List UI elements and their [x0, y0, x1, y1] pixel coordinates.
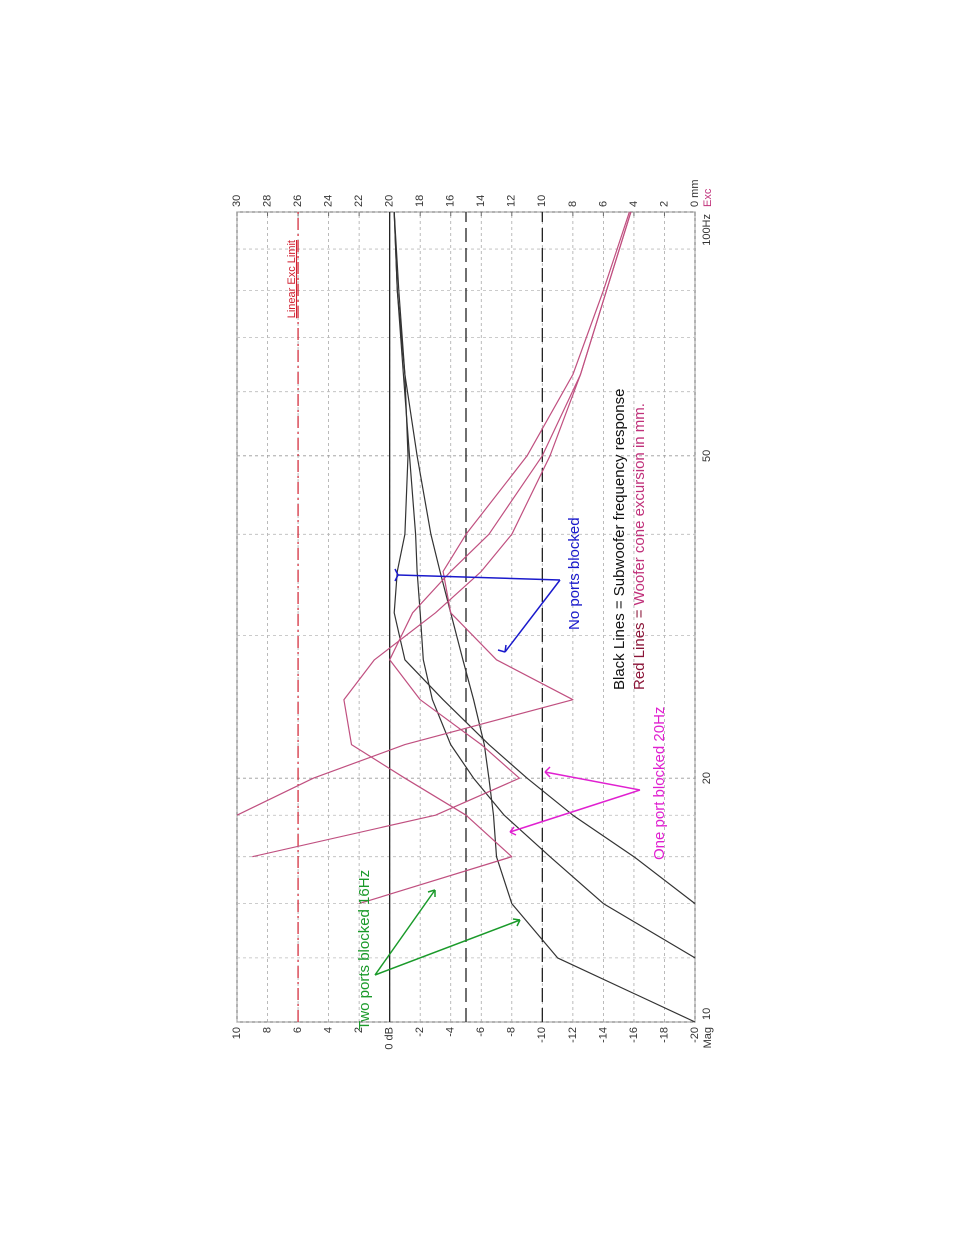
y2-tick-label: 10 — [536, 195, 548, 207]
arrow — [374, 889, 521, 976]
arrow — [509, 771, 641, 833]
y-tick-label: -4 — [445, 1027, 457, 1037]
y2-tick-label: 16 — [445, 195, 457, 207]
y-tick-label: -20 — [689, 1027, 701, 1043]
y-tick-label: -12 — [567, 1027, 579, 1043]
series-line — [393, 211, 696, 905]
y-axis-label: Mag — [702, 1027, 714, 1048]
y2-tick-label: 12 — [506, 195, 518, 207]
y-tick-label: 6 — [292, 1027, 304, 1033]
y2-tick-label: 28 — [261, 195, 273, 207]
annotation: Two ports blocked 16Hz — [356, 870, 373, 1030]
y2-tick-label: 26 — [292, 195, 304, 207]
y2-tick-label: 4 — [628, 201, 640, 207]
y-tick-label: 8 — [261, 1027, 273, 1033]
series-line — [252, 211, 632, 858]
y2-tick-label: 14 — [475, 195, 487, 207]
y2-tick-label: 22 — [353, 195, 365, 207]
y-tick-label: 10 — [231, 1027, 243, 1039]
arrow-head — [509, 766, 551, 836]
y2-tick-label: 2 — [658, 201, 670, 207]
annotation-part: Woofer cone excursion in mm. — [631, 403, 648, 605]
series-line — [236, 211, 630, 816]
annotation-part: Red Lines = — [631, 605, 648, 690]
limit-label: Linear Exc Limit — [286, 240, 298, 318]
x-tick-label: 10 — [701, 1008, 713, 1020]
y-tick-label: -6 — [475, 1027, 487, 1037]
y-tick-label: 2 — [353, 1027, 365, 1033]
annotation: One port blocked 20Hz — [651, 707, 668, 860]
y-tick-label: 4 — [323, 1027, 335, 1033]
y2-tick-label: 18 — [414, 195, 426, 207]
y2-tick-label: 8 — [567, 201, 579, 207]
arrow-head — [394, 568, 507, 653]
y2-tick-label: 0 mm — [689, 180, 701, 208]
y2-tick-label: 6 — [597, 201, 609, 207]
y-tick-label: -2 — [414, 1027, 426, 1037]
series-line — [393, 211, 696, 1023]
y-tick-label: -8 — [506, 1027, 518, 1037]
annotation: Black Lines = Subwoofer frequency respon… — [611, 389, 628, 690]
y-tick-label: -16 — [628, 1027, 640, 1043]
x-tick-label: 50 — [701, 450, 713, 462]
arrow — [397, 574, 561, 653]
series-line — [343, 211, 632, 905]
arrows — [374, 568, 641, 976]
x-tick-label: 20 — [701, 772, 713, 784]
y2-tick-label: 24 — [323, 195, 335, 207]
annotation: Red Lines = Woofer cone excursion in mm. — [631, 403, 648, 690]
y-tick-label: -14 — [597, 1027, 609, 1043]
lines — [236, 211, 696, 1023]
y-tick-label: -18 — [658, 1027, 670, 1043]
y-tick-label: -10 — [536, 1027, 548, 1043]
annotation: No ports blocked — [566, 517, 583, 630]
y-tick-label: 0 dB — [384, 1027, 396, 1050]
y2-axis-label: Exc — [702, 188, 714, 207]
x-tick-label: 100Hz — [701, 214, 713, 246]
y2-tick-label: 30 — [231, 195, 243, 207]
y2-tick-label: 20 — [384, 195, 396, 207]
arrow-head — [427, 889, 521, 927]
